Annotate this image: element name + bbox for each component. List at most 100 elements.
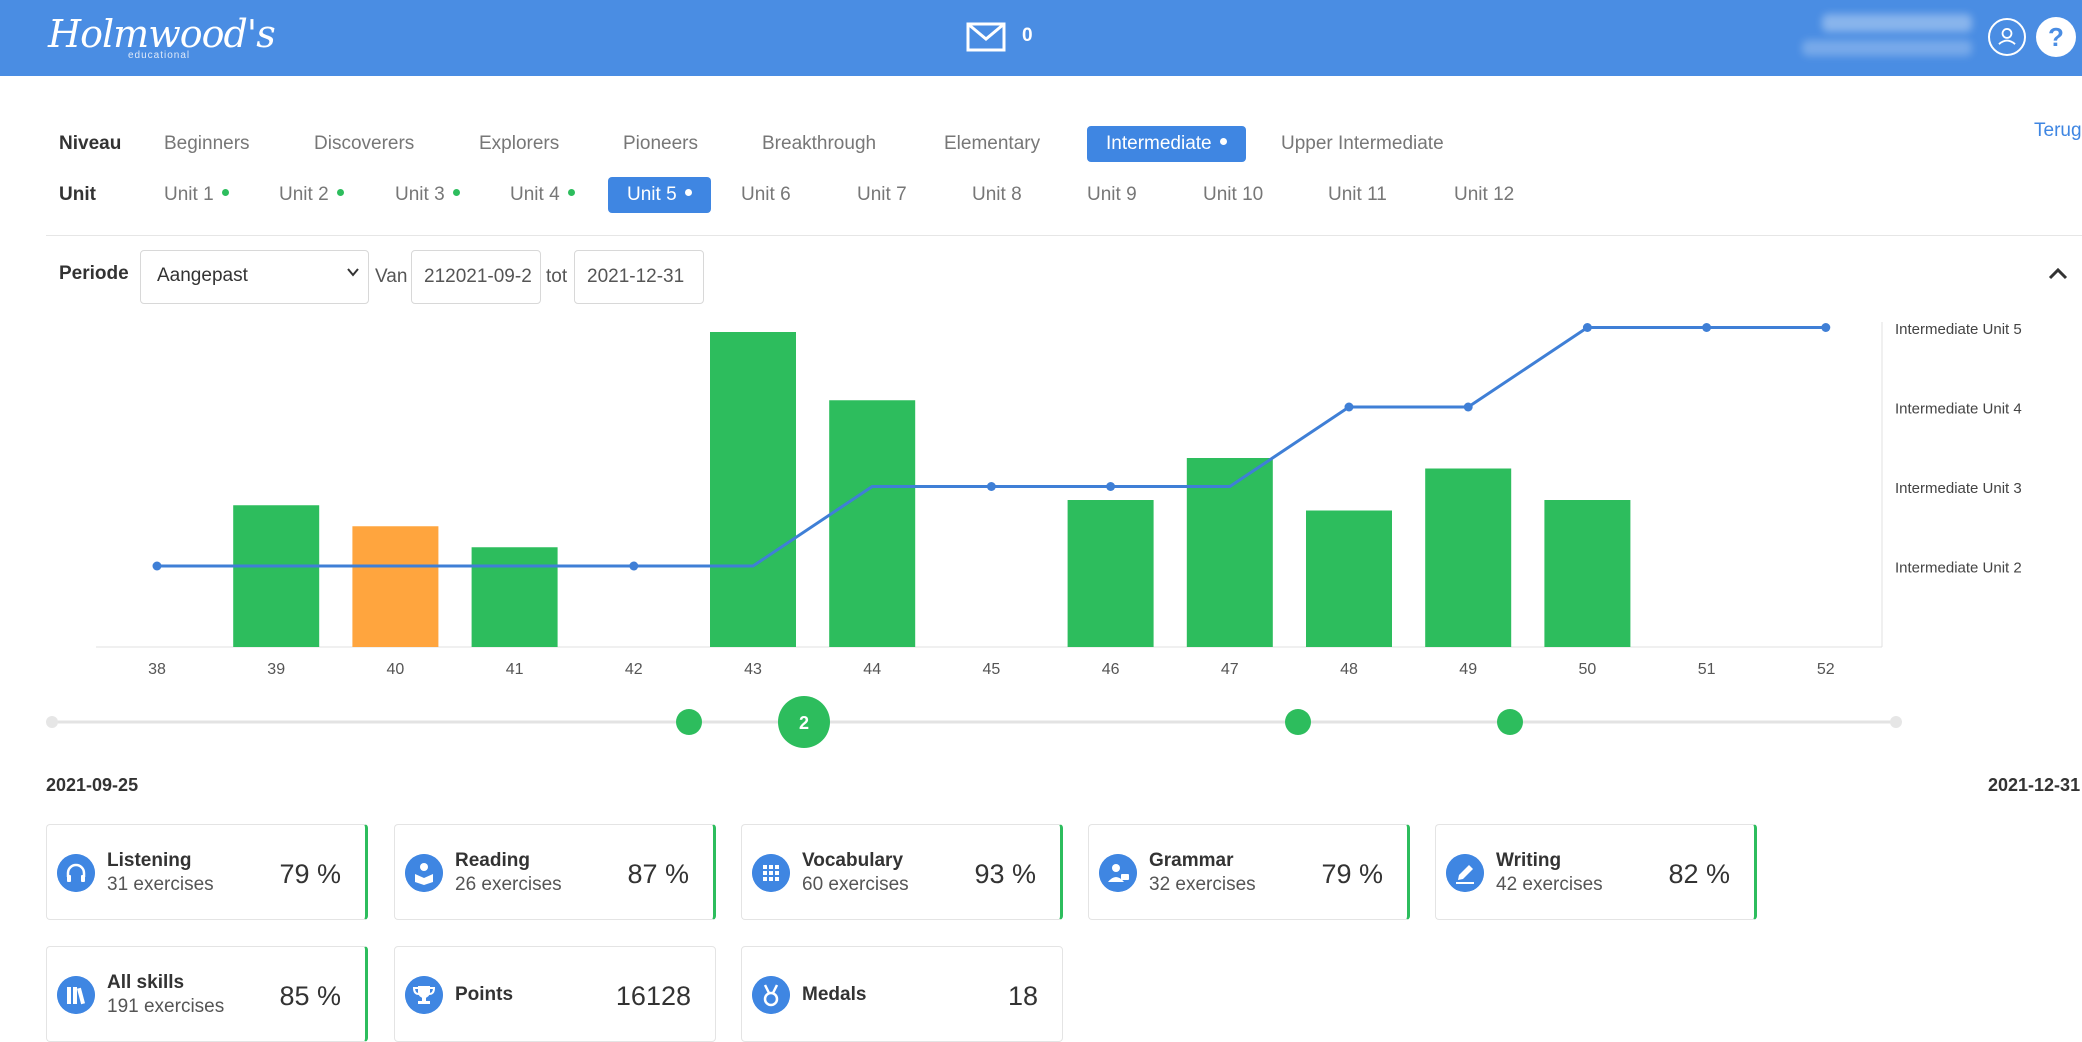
niveau-tab-discoverers[interactable]: Discoverers bbox=[295, 126, 433, 162]
to-label: tot bbox=[546, 266, 568, 287]
niveau-tab-label: Explorers bbox=[479, 133, 560, 154]
right-axis-label: Intermediate Unit 3 bbox=[1895, 480, 2022, 497]
line-point bbox=[629, 561, 639, 571]
unit-tab-10[interactable]: Unit 10 bbox=[1184, 177, 1282, 213]
niveau-tab-label: Beginners bbox=[164, 133, 250, 154]
card-vocabulary[interactable]: Vocabulary 60 exercises 93 % bbox=[741, 824, 1063, 920]
unit-tab-4[interactable]: Unit 4 bbox=[491, 177, 594, 213]
completion-dot bbox=[452, 189, 460, 197]
mail-icon[interactable] bbox=[966, 22, 1006, 52]
unit-tab-label: Unit 1 bbox=[164, 184, 214, 205]
card-title: Listening bbox=[107, 850, 192, 871]
line-point bbox=[1702, 323, 1712, 332]
progress-chart: 38 39 40 41 42 43 44 45 46 47 48 49 50 51 52 Intermedia… bbox=[96, 321, 2022, 678]
timeline-slider[interactable]: 2 bbox=[0, 690, 2082, 750]
chart-bar bbox=[1544, 500, 1631, 647]
grammar-icon bbox=[1099, 854, 1137, 892]
chart-bar bbox=[233, 505, 320, 647]
card-medals[interactable]: Medals 18 bbox=[741, 946, 1063, 1042]
unit-tab-label: Unit 10 bbox=[1203, 184, 1264, 205]
medal-icon bbox=[752, 976, 790, 1014]
completion-dot bbox=[567, 189, 575, 197]
card-listening[interactable]: Listening 31 exercises 79 % bbox=[46, 824, 368, 920]
niveau-tab-upper-intermediate[interactable]: Upper Intermediate bbox=[1262, 126, 1463, 162]
unit-tab-5[interactable]: Unit 5 bbox=[608, 177, 711, 213]
to-date-input[interactable]: 2021-12-31 bbox=[574, 250, 704, 304]
niveau-tab-intermediate[interactable]: Intermediate bbox=[1087, 126, 1246, 162]
x-tick-label: 47 bbox=[1221, 661, 1239, 678]
card-grammar[interactable]: Grammar 32 exercises 79 % bbox=[1088, 824, 1410, 920]
card-subtitle: 26 exercises bbox=[455, 874, 562, 895]
reading-icon bbox=[405, 854, 443, 892]
timeline-marker[interactable] bbox=[1497, 709, 1523, 735]
niveau-tab-label: Breakthrough bbox=[762, 133, 877, 154]
period-select[interactable]: Aangepast bbox=[140, 250, 369, 304]
period-label: Periode bbox=[59, 263, 129, 284]
niveau-tab-label: Intermediate bbox=[1106, 133, 1212, 154]
card-reading[interactable]: Reading 26 exercises 87 % bbox=[394, 824, 716, 920]
card-value: 18 bbox=[1007, 981, 1038, 1011]
niveau-tab-label: Pioneers bbox=[623, 133, 698, 154]
range-end-date: 2021-12-31 bbox=[1988, 775, 2081, 795]
from-date-input[interactable]: 212021-09-2 bbox=[411, 250, 541, 304]
unit-tab-3[interactable]: Unit 3 bbox=[376, 177, 479, 213]
back-link[interactable]: Terug bbox=[2034, 120, 2082, 141]
line-point bbox=[986, 482, 996, 491]
unit-tab-11[interactable]: Unit 11 bbox=[1309, 177, 1406, 213]
card-title: Vocabulary bbox=[802, 850, 904, 871]
x-tick-label: 51 bbox=[1698, 661, 1716, 678]
x-tick-label: 50 bbox=[1579, 661, 1597, 678]
timeline-marker[interactable] bbox=[676, 709, 702, 735]
x-tick-label: 40 bbox=[387, 661, 405, 678]
card-subtitle: 60 exercises bbox=[802, 874, 909, 895]
unit-tab-7[interactable]: Unit 7 bbox=[838, 177, 926, 213]
timeline-cluster-count: 2 bbox=[799, 713, 809, 733]
right-axis-label: Intermediate Unit 4 bbox=[1895, 401, 2022, 418]
niveau-tab-label: Upper Intermediate bbox=[1281, 133, 1444, 154]
card-value: 85 % bbox=[279, 981, 341, 1011]
card-all-skills[interactable]: All skills 191 exercises 85 % bbox=[46, 946, 368, 1042]
user-icon[interactable] bbox=[1988, 18, 2026, 56]
unit-tab-label: Unit 5 bbox=[627, 184, 677, 205]
niveau-label: Niveau bbox=[59, 133, 122, 154]
trophy-icon bbox=[405, 976, 443, 1014]
unit-tab-6[interactable]: Unit 6 bbox=[722, 177, 810, 213]
card-value: 87 % bbox=[627, 859, 689, 889]
books-icon bbox=[57, 976, 95, 1014]
timeline-start-handle[interactable] bbox=[46, 716, 58, 728]
unit-tab-8[interactable]: Unit 8 bbox=[953, 177, 1041, 213]
card-points[interactable]: Points 16128 bbox=[394, 946, 716, 1042]
niveau-tab-elementary[interactable]: Elementary bbox=[925, 126, 1059, 162]
unit-tab-label: Unit 12 bbox=[1454, 184, 1515, 205]
unit-tab-2[interactable]: Unit 2 bbox=[260, 177, 363, 213]
niveau-tab-beginners[interactable]: Beginners bbox=[145, 126, 269, 162]
card-writing[interactable]: Writing 42 exercises 82 % bbox=[1435, 824, 1757, 920]
chart-bar bbox=[829, 400, 916, 647]
x-tick-label: 52 bbox=[1817, 661, 1835, 678]
timeline-cluster-marker[interactable] bbox=[778, 696, 830, 748]
divider bbox=[46, 235, 2082, 236]
unit-tab-label: Unit 2 bbox=[279, 184, 329, 205]
unit-tab-12[interactable]: Unit 12 bbox=[1435, 177, 1533, 213]
chevron-up-icon[interactable] bbox=[2046, 262, 2070, 286]
card-title: Writing bbox=[1496, 850, 1562, 871]
niveau-tab-label: Elementary bbox=[944, 133, 1041, 154]
unit-tab-label: Unit 11 bbox=[1328, 184, 1387, 205]
unit-tab-label: Unit 3 bbox=[395, 184, 445, 205]
unit-tab-9[interactable]: Unit 9 bbox=[1068, 177, 1156, 213]
niveau-tab-explorers[interactable]: Explorers bbox=[460, 126, 578, 162]
timeline-marker[interactable] bbox=[1285, 709, 1311, 735]
unit-tab-1[interactable]: Unit 1 bbox=[145, 177, 248, 213]
card-subtitle: 32 exercises bbox=[1149, 874, 1256, 895]
niveau-tab-breakthrough[interactable]: Breakthrough bbox=[743, 126, 895, 162]
niveau-tab-pioneers[interactable]: Pioneers bbox=[604, 126, 717, 162]
chart-bar bbox=[1306, 510, 1392, 647]
from-label: Van bbox=[375, 266, 408, 287]
help-icon[interactable]: ? bbox=[2036, 17, 2076, 57]
card-value: 82 % bbox=[1668, 859, 1730, 889]
card-value: 79 % bbox=[1321, 859, 1383, 889]
timeline-end-handle[interactable] bbox=[1890, 716, 1902, 728]
card-subtitle: 191 exercises bbox=[107, 996, 225, 1017]
logo[interactable]: Holmwood's bbox=[48, 12, 276, 56]
card-value: 16128 bbox=[615, 981, 691, 1011]
